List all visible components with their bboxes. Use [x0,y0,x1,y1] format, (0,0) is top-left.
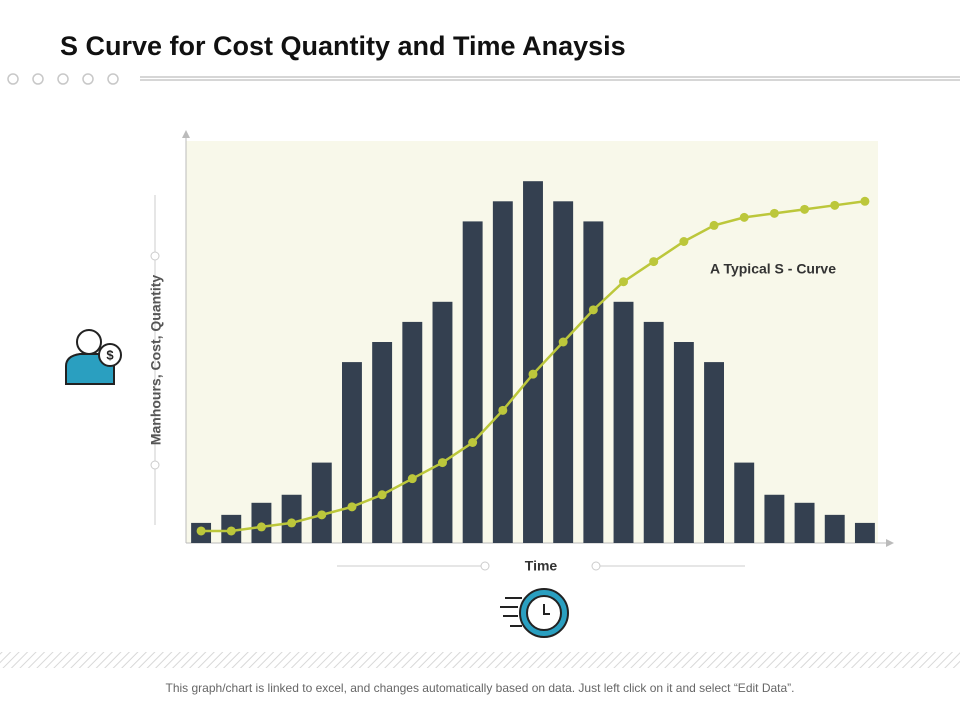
svg-text:$: $ [106,347,114,362]
annotation: A Typical S - Curve [710,261,836,277]
line-point [860,196,870,206]
line-point [377,490,387,500]
line-point [739,212,749,222]
footer-band [0,652,960,668]
line-point [558,337,568,347]
person-icon: $ [65,329,122,385]
bar [854,522,875,543]
bar [402,321,423,543]
line-point [769,208,779,218]
line-point [407,474,417,484]
x-axis-label: Time [525,558,558,574]
bar [734,462,755,543]
line-point [588,305,598,315]
bar [583,221,604,543]
line-point [287,518,297,528]
line-point [800,204,810,214]
line-point [709,220,719,230]
line-point [437,458,447,468]
bar [523,181,543,543]
line-point [528,369,538,379]
line-point [649,257,659,267]
line-point [679,237,689,246]
line-point [498,405,508,415]
y-axis-label: Manhours, Cost, Quantity [148,275,164,446]
line-point [347,502,357,512]
bar [311,462,332,543]
slide-title: S Curve for Cost Quantity and Time Anays… [60,31,626,61]
bar [372,342,393,543]
bar [673,342,694,543]
clock-icon [500,588,569,638]
line-point [830,200,840,210]
line-point [256,522,266,532]
bar [462,221,483,543]
header-decoration [7,73,960,85]
line-point [619,277,629,287]
axis-decoration [150,195,745,571]
bar [764,494,785,543]
bar [553,201,574,544]
bar [432,301,453,543]
line-point [226,526,236,536]
bar [341,362,362,543]
footer-note: This graph/chart is linked to excel, and… [166,681,795,695]
line-point [468,438,478,447]
bar [824,514,845,543]
bar [794,502,815,543]
bar [704,362,725,543]
bar [613,301,634,543]
line-point [317,510,327,520]
line-point [196,526,206,536]
bar [643,321,664,543]
bar [492,201,513,544]
